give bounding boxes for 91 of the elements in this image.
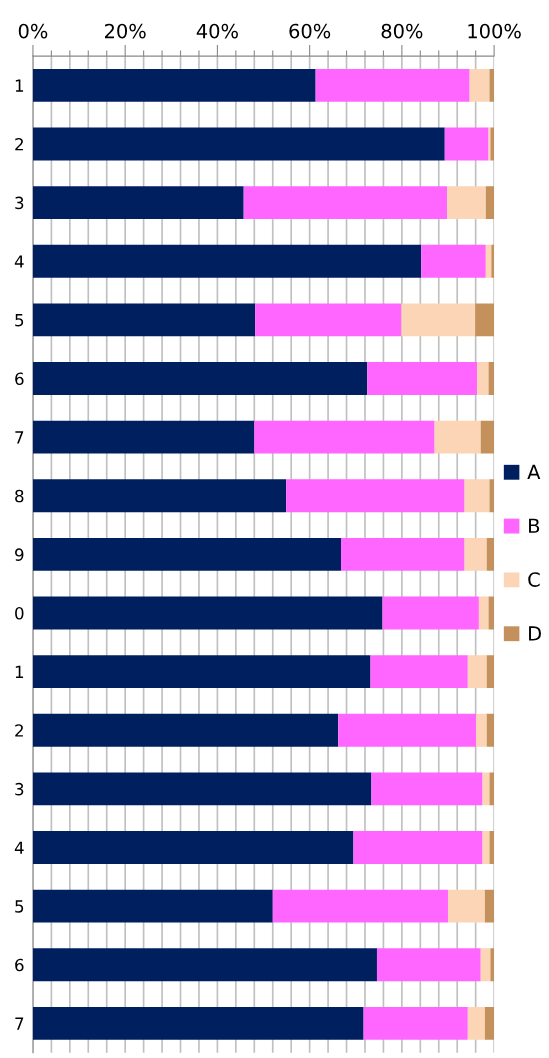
y-tick-label: 4 — [14, 255, 24, 268]
bar — [32, 1006, 364, 1040]
y-tick-label: 2 — [15, 137, 23, 151]
y-tick-label: 3 — [15, 782, 24, 796]
bar — [447, 186, 486, 220]
bar — [371, 772, 483, 806]
bar — [32, 479, 287, 513]
bar — [490, 948, 495, 982]
bar — [32, 537, 341, 571]
bar — [254, 420, 435, 454]
legend-label: D — [529, 626, 541, 641]
bar — [477, 362, 489, 395]
bar — [464, 537, 487, 571]
x-tick-label: 20% — [104, 23, 146, 39]
bar — [32, 244, 422, 278]
bar — [32, 948, 377, 982]
bar — [489, 68, 495, 102]
bar — [484, 889, 495, 923]
y-tick-label: 2 — [15, 724, 23, 737]
bar — [467, 655, 487, 689]
x-tick-label: 60% — [289, 23, 331, 39]
bar — [485, 244, 492, 278]
bar — [464, 479, 490, 513]
y-tick-label: 7 — [15, 431, 24, 444]
y-tick-label: 7 — [15, 1017, 24, 1030]
bar — [447, 889, 485, 923]
bar — [363, 1006, 468, 1040]
bar — [478, 596, 489, 630]
y-tick-label: 5 — [15, 314, 24, 327]
bar — [32, 127, 445, 161]
bar — [340, 537, 465, 571]
y-tick-label: 4 — [14, 841, 24, 854]
bar — [485, 186, 495, 220]
bar — [32, 596, 383, 630]
bar — [444, 127, 489, 161]
bar — [286, 479, 465, 513]
bar — [486, 655, 495, 689]
bar — [376, 948, 481, 982]
bar — [32, 713, 339, 747]
bar — [353, 831, 483, 864]
bar — [255, 303, 402, 337]
bar — [486, 713, 495, 747]
bar — [243, 186, 448, 220]
bar — [272, 889, 448, 923]
bar — [32, 772, 372, 806]
bar — [32, 831, 354, 864]
y-tick-label: 6 — [15, 958, 24, 972]
x-tick-label: 40% — [196, 23, 238, 39]
bar — [467, 1006, 485, 1040]
bar — [475, 303, 495, 337]
bar — [489, 831, 495, 864]
y-tick-label: 5 — [15, 900, 24, 913]
legend-label: B — [529, 518, 540, 533]
bar — [486, 537, 495, 571]
bar — [421, 244, 486, 278]
y-tick-label: 8 — [15, 489, 24, 503]
bar — [367, 362, 478, 395]
bar — [382, 596, 479, 630]
y-tick-label: 9 — [15, 548, 24, 561]
bar — [488, 362, 495, 395]
bar — [32, 655, 371, 689]
bar — [476, 713, 487, 747]
y-tick-label: 6 — [15, 372, 24, 386]
bar — [401, 303, 476, 337]
bar — [490, 127, 495, 161]
bar — [370, 655, 468, 689]
x-tick-label: 100% — [468, 23, 521, 39]
x-tick-label: 80% — [381, 23, 423, 39]
bar — [469, 68, 490, 102]
bar — [315, 68, 470, 102]
y-tick-label: 0 — [15, 606, 24, 620]
bar — [338, 713, 477, 747]
bar — [32, 889, 273, 923]
y-tick-label: 3 — [15, 196, 24, 210]
y-tick-label: 1 — [15, 665, 24, 678]
legend-label: A — [527, 464, 541, 480]
bar — [491, 244, 495, 278]
bar — [32, 303, 256, 337]
bar — [480, 420, 495, 454]
bar — [480, 948, 491, 982]
bar — [489, 479, 495, 513]
bar — [484, 1006, 495, 1040]
bar — [434, 420, 481, 454]
y-tick-label: 1 — [15, 79, 24, 92]
bar — [32, 420, 255, 454]
bar — [489, 772, 495, 806]
bar — [32, 68, 316, 102]
bar — [32, 186, 244, 220]
x-tick-label: 0% — [18, 23, 48, 39]
legend-label: C — [528, 572, 540, 587]
bar — [32, 362, 368, 395]
